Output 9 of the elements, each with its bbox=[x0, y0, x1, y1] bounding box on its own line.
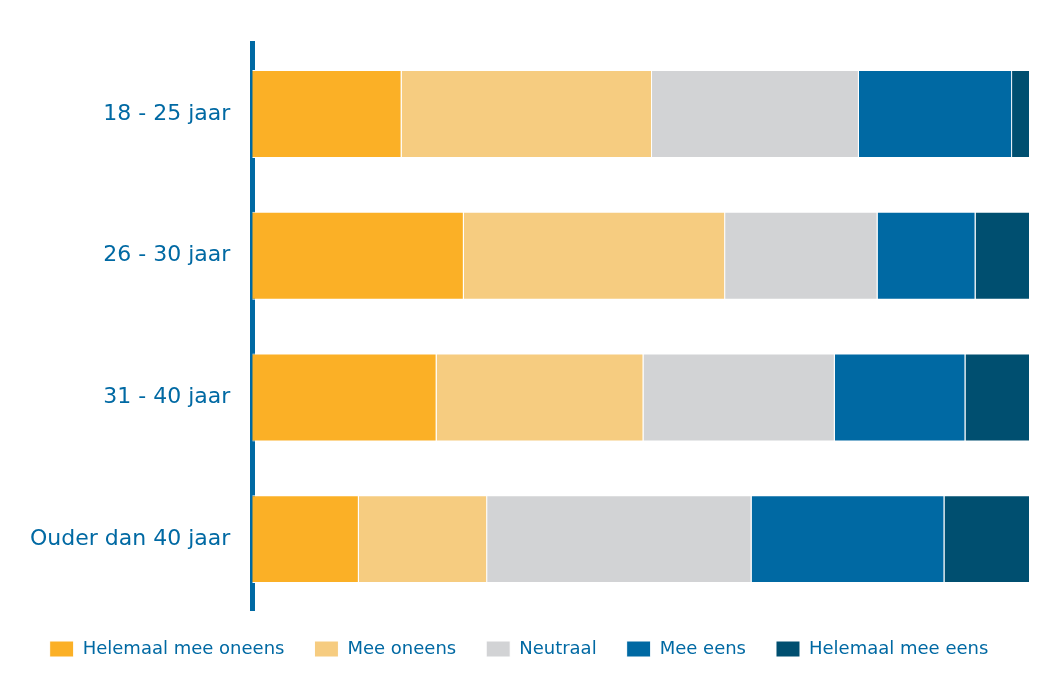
legend-label: Mee oneens bbox=[347, 636, 457, 658]
y-tick-label: 31 - 40 jaar bbox=[103, 383, 232, 409]
y-tick-label: Ouder dan 40 jaar bbox=[29, 524, 232, 550]
legend-label: Neutraal bbox=[519, 636, 597, 658]
y-tick-label: 26 - 30 jaar bbox=[103, 241, 232, 267]
legend-label: Mee eens bbox=[659, 636, 746, 658]
legend-label: Helemaal mee eens bbox=[808, 636, 989, 658]
legend-label: Helemaal mee oneens bbox=[82, 636, 285, 658]
y-tick-label: 18 - 25 jaar bbox=[103, 99, 232, 125]
